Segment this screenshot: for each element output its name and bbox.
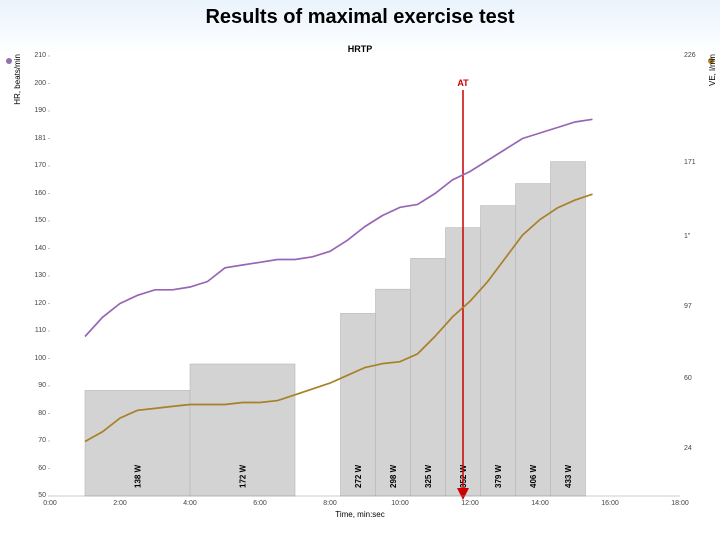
power-bar-label: 172 W xyxy=(239,464,248,488)
power-bar-label: 272 W xyxy=(354,464,363,488)
power-bar xyxy=(516,184,551,496)
power-bar-label: 138 W xyxy=(134,464,143,488)
power-bar-label: 325 W xyxy=(424,464,433,488)
at-marker-label: AT xyxy=(457,78,469,88)
power-bar-label: 433 W xyxy=(564,464,573,488)
power-bar xyxy=(551,162,586,496)
power-bar-label: 406 W xyxy=(529,464,538,488)
power-bar-label: 379 W xyxy=(494,464,503,488)
slide-root: Results of maximal exercise test HRTP HR… xyxy=(0,0,720,540)
chart-plot: 138 W172 W272 W298 W325 W352 W379 W406 W… xyxy=(0,0,720,540)
power-bar-label: 298 W xyxy=(389,464,398,488)
power-bar xyxy=(481,206,516,496)
power-bar xyxy=(411,258,446,496)
